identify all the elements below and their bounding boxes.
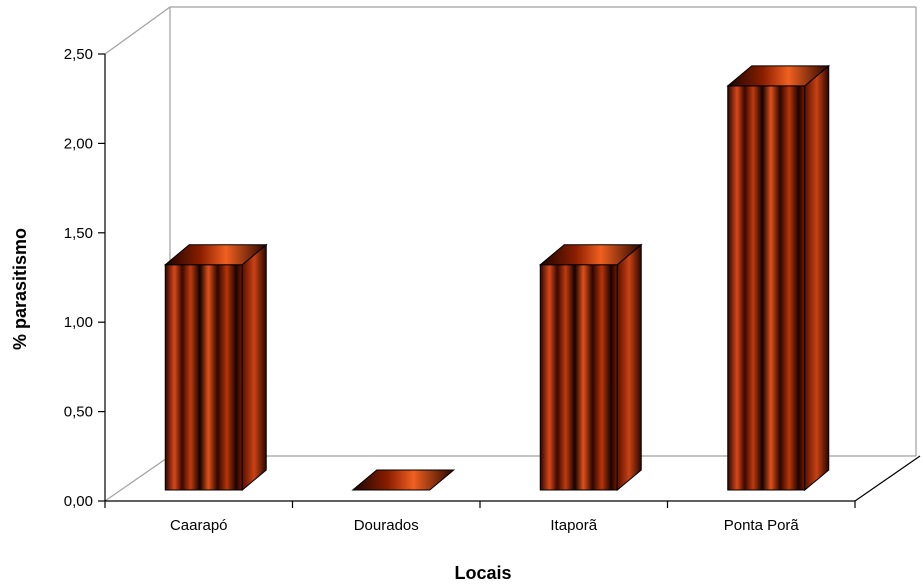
x-tick-label: Itaporã xyxy=(550,517,597,534)
bar xyxy=(538,243,643,492)
bar-series xyxy=(163,64,831,492)
bar-front xyxy=(539,264,618,491)
x-axis-title: Locais xyxy=(454,563,511,583)
y-tick-label: 1,00 xyxy=(64,314,93,331)
bar-top xyxy=(351,469,456,491)
bar-top xyxy=(538,244,643,266)
side-wall-top-edge xyxy=(104,6,171,55)
bar-side xyxy=(241,243,267,492)
bar-top xyxy=(726,65,831,87)
y-tick-label: 0,50 xyxy=(64,404,93,421)
x-tick-label: Caarapó xyxy=(170,517,228,534)
y-tick-label: 1,50 xyxy=(64,225,93,242)
bar-front xyxy=(727,85,806,491)
bar-side xyxy=(616,243,642,492)
floor-left-edge xyxy=(104,455,171,502)
y-axis-ticks: 0,00 0,50 1,00 1,50 2,00 2,50 xyxy=(64,46,105,510)
y-tick-label: 0,00 xyxy=(64,493,93,510)
bar xyxy=(163,243,268,492)
x-axis-ticks: Caarapó Dourados Itaporã Ponta Porã xyxy=(104,501,856,534)
bar xyxy=(351,469,456,491)
y-tick-label: 2,00 xyxy=(64,135,93,152)
y-axis-title: % parasitismo xyxy=(10,228,30,350)
x-tick-label: Dourados xyxy=(354,517,419,534)
bar xyxy=(726,64,831,492)
floor-right-edge xyxy=(854,455,921,502)
bar-side xyxy=(804,64,830,492)
bar-top xyxy=(163,244,268,266)
bar-front xyxy=(164,264,243,491)
x-tick-label: Ponta Porã xyxy=(724,517,800,534)
y-tick-label: 2,50 xyxy=(64,46,93,63)
